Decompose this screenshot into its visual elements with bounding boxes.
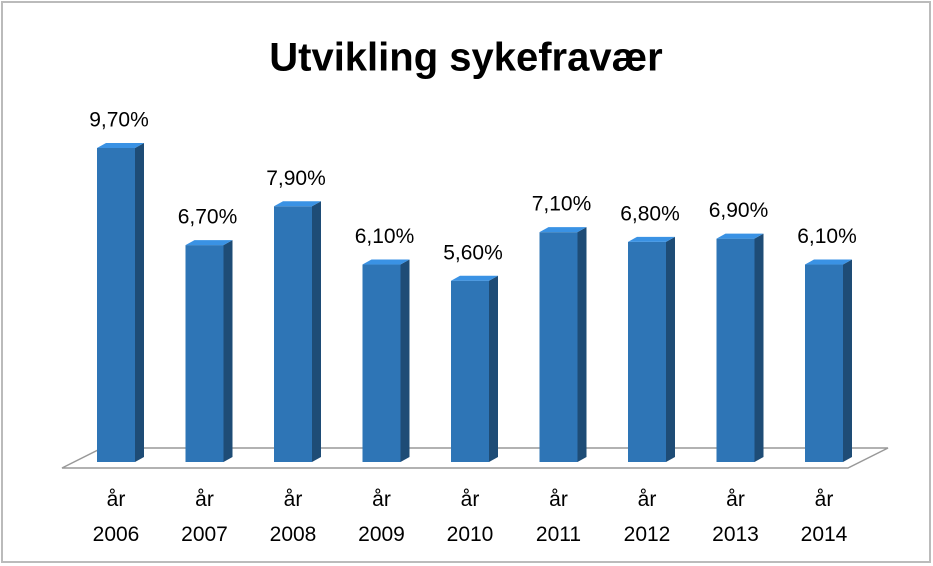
bar-top (628, 236, 675, 242)
bar-front (97, 148, 135, 462)
bar-side (754, 233, 764, 462)
bar-top (805, 259, 852, 265)
x-tick-label: år 2012 (623, 488, 671, 546)
bar-front (185, 245, 224, 462)
bar (185, 240, 233, 462)
x-tick-label: år 2006 (92, 488, 140, 546)
value-label: 7,90% (266, 167, 326, 190)
value-label: 7,10% (532, 193, 592, 216)
value-label: 6,90% (709, 199, 769, 222)
bar-front (539, 232, 578, 462)
bar-side (223, 240, 233, 462)
bar (628, 236, 675, 462)
bar-side (312, 201, 321, 462)
bar-top (451, 275, 498, 281)
bar (805, 259, 852, 462)
bar-top (716, 233, 764, 239)
bar-top (97, 143, 144, 148)
bar (716, 233, 764, 462)
bar-side (489, 275, 498, 462)
bar (97, 143, 144, 462)
x-tick-label: år 2014 (800, 488, 848, 546)
bar-side (666, 236, 675, 462)
bar (539, 227, 587, 462)
bar-top (185, 240, 233, 246)
x-tick-label: år 2009 (358, 488, 405, 546)
value-label: 6,70% (178, 206, 238, 229)
bar (451, 275, 498, 462)
bar-front (628, 241, 666, 462)
bar-front (716, 238, 755, 462)
bar (274, 201, 321, 462)
x-tick-label: år 2008 (269, 488, 317, 546)
chart-title: Utvikling sykefravær (269, 36, 663, 80)
value-label: 5,60% (443, 241, 503, 264)
value-label: 6,80% (620, 202, 680, 225)
bar-side (135, 143, 144, 462)
value-label: 6,10% (355, 225, 415, 248)
bar (362, 259, 410, 462)
x-tick-label: år 2010 (446, 488, 494, 546)
bar-top (274, 201, 321, 207)
bar-front (362, 264, 401, 462)
bar-front (274, 206, 312, 462)
bar-top (362, 259, 410, 265)
bar-front (451, 280, 489, 462)
bar-side (400, 259, 410, 462)
value-label: 9,70% (89, 109, 149, 132)
x-tick-label: år 2007 (181, 488, 228, 546)
bar-side (577, 227, 587, 462)
bar-side (843, 259, 852, 462)
x-tick-label: år 2011 (535, 488, 582, 546)
x-tick-label: år 2013 (712, 488, 759, 546)
bar-top (539, 227, 587, 233)
bar-front (805, 264, 843, 462)
value-label: 6,10% (797, 225, 857, 248)
